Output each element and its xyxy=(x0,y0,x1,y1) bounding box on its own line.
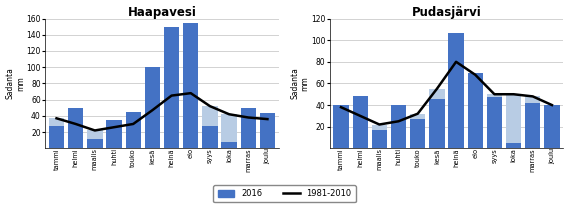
Bar xyxy=(241,118,256,148)
Bar xyxy=(372,130,387,148)
Bar xyxy=(68,108,84,148)
Bar xyxy=(486,98,502,148)
Bar xyxy=(410,114,426,148)
Bar xyxy=(202,126,217,148)
Bar xyxy=(87,139,102,148)
Bar xyxy=(241,108,256,148)
Bar xyxy=(506,143,521,148)
Bar xyxy=(448,62,464,148)
Bar xyxy=(372,124,387,148)
Bar xyxy=(506,94,521,148)
Bar xyxy=(221,142,237,148)
Bar xyxy=(49,126,64,148)
Bar xyxy=(106,127,122,148)
Legend: 2016, 1981-2010: 2016, 1981-2010 xyxy=(213,185,356,202)
Y-axis label: Sadanta
mm: Sadanta mm xyxy=(290,68,310,99)
Title: Pudasjärvi: Pudasjärvi xyxy=(411,6,481,19)
Bar xyxy=(260,119,275,148)
Bar xyxy=(525,103,541,148)
Bar xyxy=(486,94,502,148)
Bar xyxy=(429,89,444,148)
Bar xyxy=(183,93,199,148)
Bar xyxy=(353,96,368,148)
Bar xyxy=(164,96,179,148)
Bar xyxy=(183,23,199,148)
Bar xyxy=(391,105,406,148)
Bar xyxy=(468,75,483,148)
Bar xyxy=(333,107,349,148)
Bar xyxy=(126,124,141,148)
Title: Haapavesi: Haapavesi xyxy=(127,6,196,19)
Bar xyxy=(221,114,237,148)
Bar xyxy=(164,27,179,148)
Bar xyxy=(448,33,464,148)
Y-axis label: Sadanta
mm: Sadanta mm xyxy=(6,68,25,99)
Bar xyxy=(410,119,426,148)
Bar xyxy=(391,121,406,148)
Bar xyxy=(49,118,64,148)
Bar xyxy=(68,124,84,148)
Bar xyxy=(87,131,102,148)
Bar xyxy=(545,105,559,148)
Bar xyxy=(525,96,541,148)
Bar xyxy=(126,112,141,148)
Bar xyxy=(468,73,483,148)
Bar xyxy=(545,105,559,148)
Bar xyxy=(145,67,160,148)
Bar xyxy=(145,110,160,148)
Bar xyxy=(106,120,122,148)
Bar xyxy=(260,113,275,148)
Bar xyxy=(333,105,349,148)
Bar xyxy=(429,99,444,148)
Bar xyxy=(202,106,217,148)
Bar xyxy=(353,116,368,148)
